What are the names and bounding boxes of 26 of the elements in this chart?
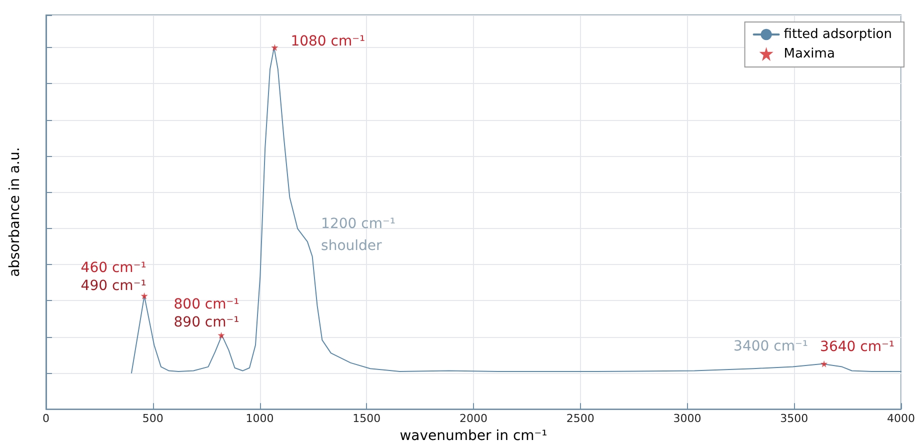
legend-label: Maxima [784,46,835,62]
point [218,332,225,339]
annotation: 3400 cm⁻¹ [734,338,808,355]
x-tick-label: 1000 [246,412,274,426]
annotation: 3640 cm⁻¹ [820,338,894,355]
point [140,292,148,300]
x-tick-label: 2000 [460,412,488,426]
annotation: 890 cm⁻¹ [174,314,240,330]
annotation: 800 cm⁻¹ [174,296,240,312]
point [271,44,278,52]
annotation: 490 cm⁻¹ [80,278,146,294]
annotation: 460 cm⁻¹ [80,260,146,276]
x-axis-title: wavenumber in cm⁻¹ [400,428,548,444]
x-tick-label: 0 [42,412,50,426]
y-axis-title: absorbance in a.u. [7,147,23,277]
annotation: shoulder [321,238,382,254]
x-tick-label: 3000 [673,412,702,426]
annotation: 1200 cm⁻¹ [321,216,396,232]
x-tick-label: 2500 [566,412,594,426]
point [820,360,828,368]
x-tick-label: 3500 [780,412,808,426]
legend-label: fitted adsorption [784,27,892,42]
x-tick-label: 1500 [352,412,381,426]
x-tick-label: 500 [142,412,164,426]
x-tick-label: 4000 [887,412,916,426]
annotation: 1080 cm⁻¹ [290,34,366,50]
